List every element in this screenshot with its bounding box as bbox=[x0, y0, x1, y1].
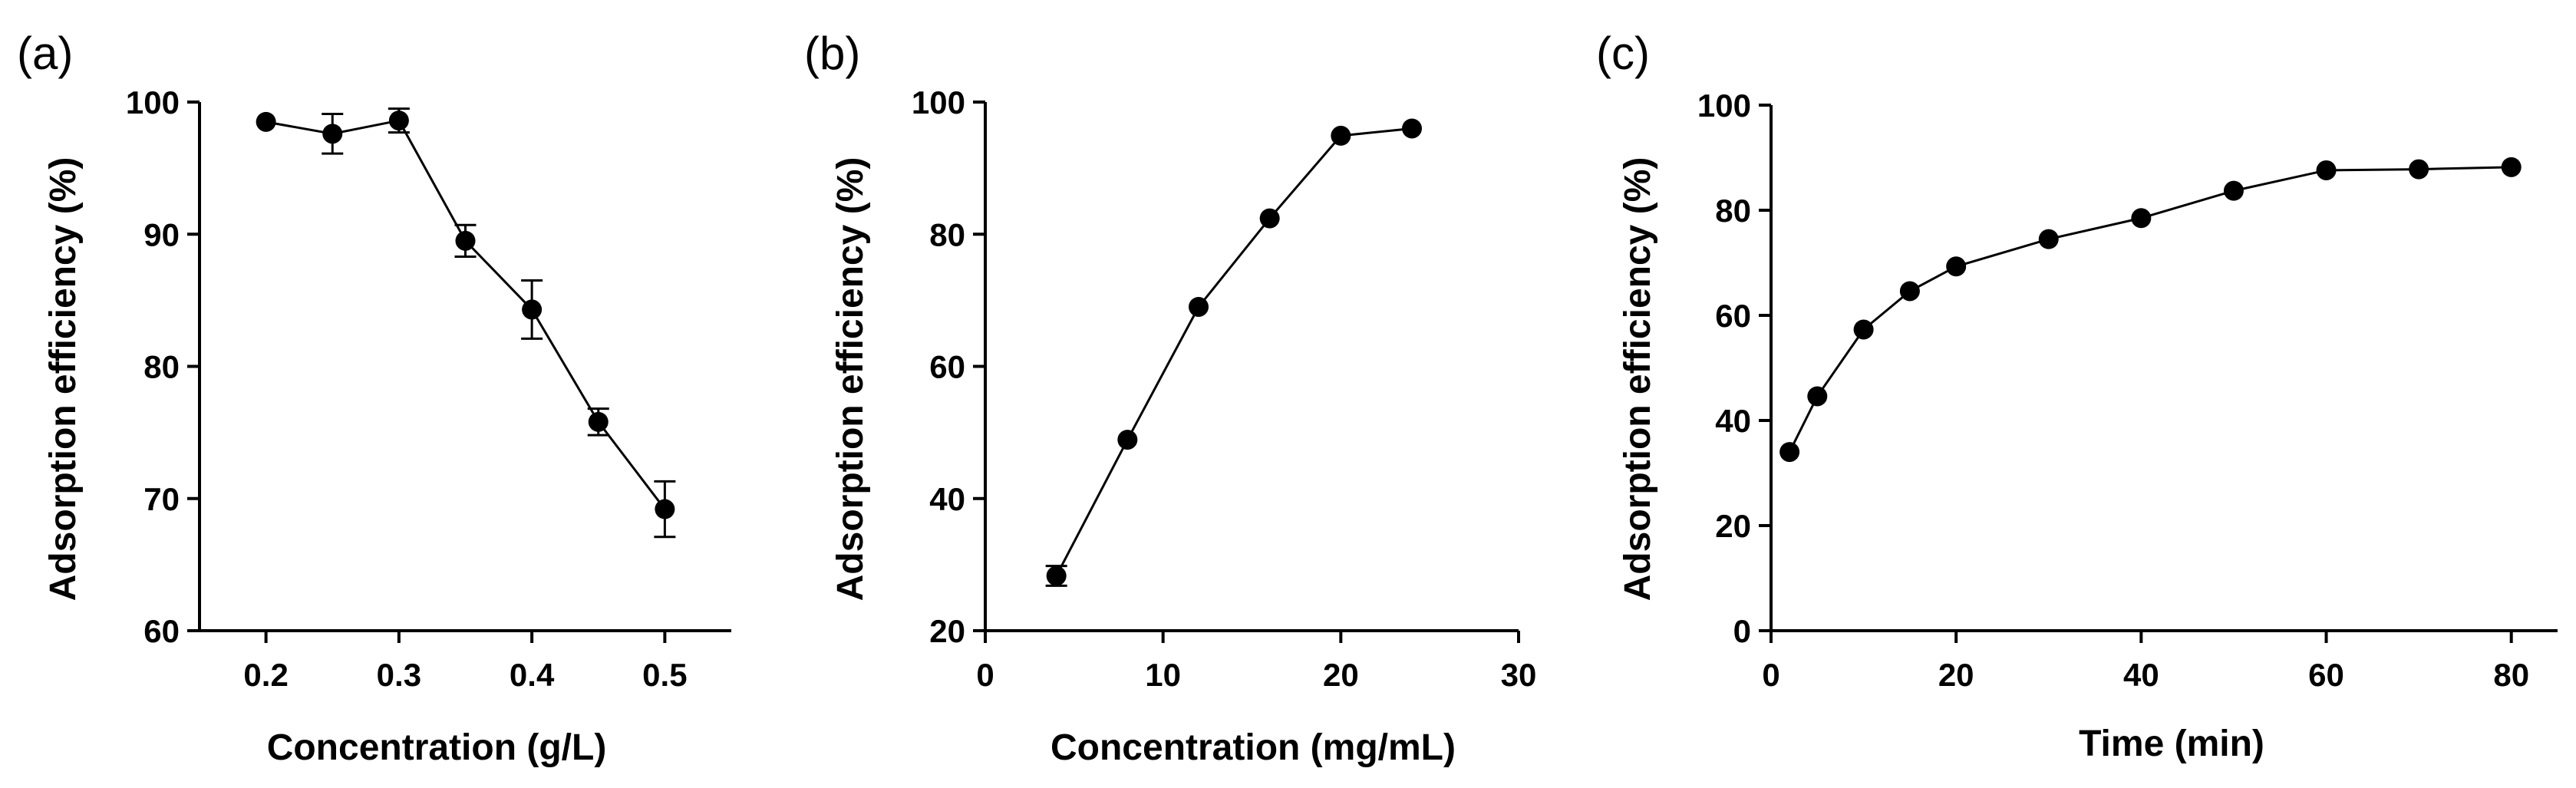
data-point bbox=[322, 124, 343, 144]
y-tick-label: 40 bbox=[1715, 403, 1751, 439]
x-axis-title: Concentration (g/L) bbox=[267, 727, 607, 768]
x-tick-label: 0 bbox=[1762, 657, 1779, 693]
data-point bbox=[1331, 125, 1351, 146]
data-point bbox=[2409, 159, 2429, 180]
data-point bbox=[2501, 157, 2522, 177]
x-tick-label: 40 bbox=[2123, 657, 2159, 693]
x-tick-label: 0 bbox=[976, 657, 994, 693]
x-tick-label: 30 bbox=[1501, 657, 1537, 693]
data-point bbox=[2316, 160, 2337, 180]
data-point bbox=[1259, 208, 1280, 229]
data-point bbox=[1046, 565, 1067, 586]
data-point bbox=[455, 230, 476, 251]
y-axis-title: Adsorption efficiency (%) bbox=[830, 157, 871, 602]
y-tick-label: 60 bbox=[1715, 298, 1751, 334]
panel-label: (a) bbox=[17, 28, 73, 79]
data-point bbox=[1899, 281, 1920, 302]
data-point bbox=[655, 499, 675, 519]
y-tick-label: 100 bbox=[1697, 87, 1751, 124]
data-point bbox=[2223, 180, 2244, 201]
data-point bbox=[588, 411, 609, 432]
panel-label: (b) bbox=[804, 28, 860, 79]
data-point bbox=[2038, 229, 2059, 249]
y-tick-label: 100 bbox=[912, 84, 965, 120]
series-line bbox=[1055, 127, 1413, 577]
y-tick-label: 70 bbox=[143, 481, 180, 517]
y-tick-label: 0 bbox=[1733, 613, 1751, 649]
data-point bbox=[2131, 208, 2152, 229]
x-axis-title: Time (min) bbox=[2079, 724, 2264, 764]
data-point bbox=[1402, 118, 1422, 139]
x-tick-label: 10 bbox=[1145, 657, 1181, 693]
chart-panel-c: (c) Time (min) Adsorption efficiency (%)… bbox=[1596, 28, 2558, 764]
chart-panel-a: (a) Concentration (g/L) Adsorption effic… bbox=[17, 28, 731, 768]
x-tick-label: 0.3 bbox=[377, 657, 421, 693]
data-point bbox=[256, 111, 276, 132]
data-point bbox=[1189, 296, 1209, 317]
y-tick-label: 60 bbox=[929, 349, 965, 385]
y-tick-label: 90 bbox=[143, 216, 180, 252]
data-point bbox=[388, 110, 409, 131]
data-point bbox=[1946, 256, 1967, 277]
y-tick-label: 20 bbox=[929, 613, 965, 649]
data-point bbox=[1807, 386, 1828, 407]
y-tick-label: 40 bbox=[929, 481, 965, 517]
x-axis-title: Concentration (mg/mL) bbox=[1051, 727, 1456, 768]
data-point bbox=[1117, 430, 1138, 450]
y-tick-label: 100 bbox=[126, 84, 180, 120]
y-tick-label: 60 bbox=[143, 613, 180, 649]
panel-label: (c) bbox=[1596, 28, 1650, 79]
y-tick-label: 80 bbox=[929, 216, 965, 252]
x-tick-label: 0.2 bbox=[243, 657, 288, 693]
x-tick-label: 20 bbox=[1323, 657, 1359, 693]
x-tick-label: 20 bbox=[1938, 657, 1974, 693]
y-tick-label: 20 bbox=[1715, 508, 1751, 544]
x-tick-label: 80 bbox=[2493, 657, 2529, 693]
data-point bbox=[522, 299, 543, 320]
data-point bbox=[1779, 442, 1800, 463]
chart-panel-b: (b) Concentration (mg/mL) Adsorption eff… bbox=[804, 28, 1536, 768]
x-tick-label: 60 bbox=[2308, 657, 2344, 693]
x-tick-label: 0.5 bbox=[642, 657, 687, 693]
data-point bbox=[1853, 319, 1874, 340]
y-axis-title: Adsorption efficiency (%) bbox=[43, 157, 84, 602]
y-tick-label: 80 bbox=[1715, 193, 1751, 229]
y-axis-title: Adsorption efficiency (%) bbox=[1618, 157, 1658, 602]
y-tick-label: 80 bbox=[143, 349, 180, 385]
x-tick-label: 0.4 bbox=[510, 657, 555, 693]
